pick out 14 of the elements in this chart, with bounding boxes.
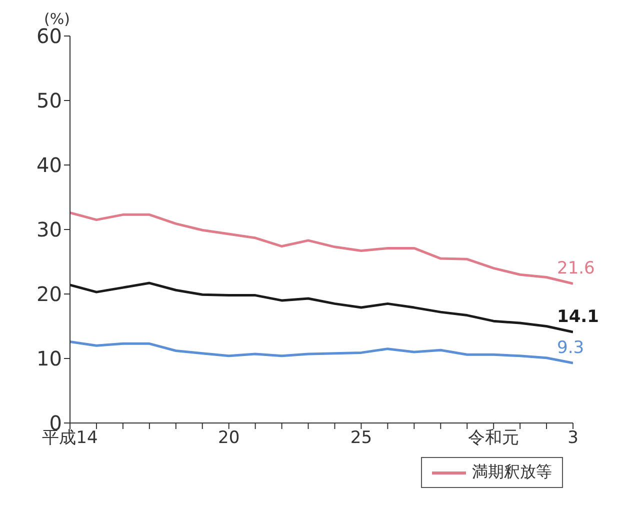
legend-label: 満期釈放等 [471,462,552,483]
y-tick-label: 40 [36,153,62,178]
y-tick-label: 10 [36,346,62,371]
data-label: 9.3 [557,338,584,358]
data-label: 14.1 [557,307,599,328]
data-label: 21.6 [557,258,595,279]
y-tick-label: 50 [36,88,62,113]
x-tick-label: 25 [350,428,372,448]
x-tick-label: 3 [568,428,578,448]
x-tick-label: 令和元 [468,428,520,448]
x-tick-label: 20 [218,428,240,448]
y-axis-title: (%) [44,10,70,28]
y-tick-label: 20 [36,282,62,306]
y-tick-label: 30 [36,218,62,242]
